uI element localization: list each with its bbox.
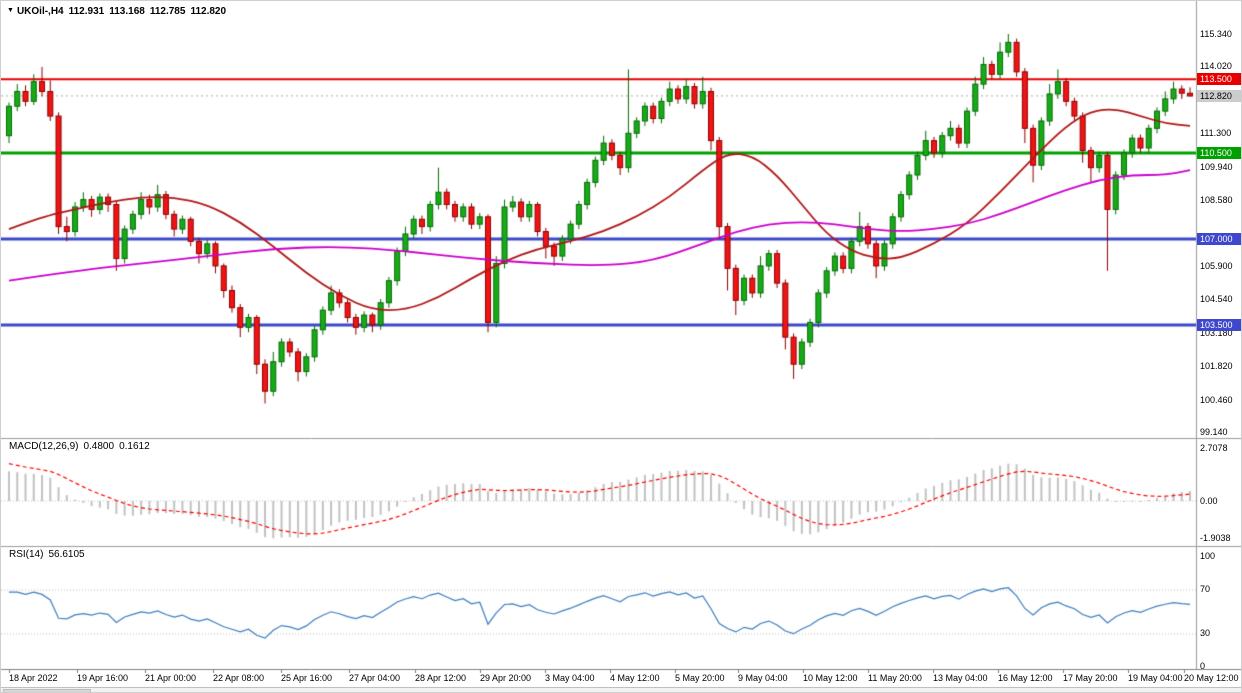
time-axis-label: 20 May 12:00 xyxy=(1184,673,1239,683)
macd-tick-label: 0.00 xyxy=(1200,496,1218,506)
time-axis-label: 19 May 04:00 xyxy=(1128,673,1183,683)
current-price-tag: 112.820 xyxy=(1197,89,1241,102)
price-tick-label: 115.340 xyxy=(1200,29,1232,39)
resistance-price-tag: 113.500 xyxy=(1197,73,1241,86)
time-axis[interactable]: 18 Apr 2022 19 Apr 16:00 21 Apr 00:00 22 Ap… xyxy=(1,669,1241,687)
price-tick-label: 101.820 xyxy=(1200,361,1233,372)
macd-tick-label: -1.9038 xyxy=(1200,533,1231,544)
macd-main-value: 0.4800 xyxy=(83,441,115,452)
price-tick-label: 114.020 xyxy=(1200,61,1232,72)
price-tick-label: 104.540 xyxy=(1200,294,1233,305)
price-tick-label: 109.940 xyxy=(1200,161,1233,172)
support-blue-price-tag: 107.000 xyxy=(1197,232,1241,245)
rsi-tick-label: 100 xyxy=(1200,551,1216,561)
price-tick-label: 105.900 xyxy=(1200,260,1233,271)
macd-scale[interactable]: 2.7078 0.00 -1.9038 xyxy=(1197,438,1241,546)
symbol-timeframe-label: UKOil-,H4 xyxy=(16,6,64,17)
macd-name: MACD(12,26,9) xyxy=(9,441,79,452)
time-axis-label: 25 Apr 16:00 xyxy=(281,673,333,683)
support-blue-price-tag: 103.500 xyxy=(1197,318,1241,331)
macd-signal-value: 0.1612 xyxy=(119,441,150,452)
time-axis-label: 4 May 12:00 xyxy=(610,673,660,683)
rsi-tick-label: 0 xyxy=(1200,661,1206,671)
time-axis-label: 29 Apr 20:00 xyxy=(480,673,532,683)
rsi-indicator-label: RSI(14) 56.6105 xyxy=(9,549,90,560)
price-tick-label: 111.300 xyxy=(1200,128,1232,139)
chart-header: ▼ UKOil-,H4 112.931 113.168 112.785 112.820 xyxy=(7,6,231,17)
open-value: 112.931 xyxy=(68,6,105,17)
time-axis-label: 5 May 20:00 xyxy=(675,673,725,683)
time-axis-label: 3 May 04:00 xyxy=(545,673,595,683)
status-bar xyxy=(1,687,1241,692)
time-axis-label: 28 Apr 12:00 xyxy=(415,673,467,683)
scrollbar-thumb[interactable] xyxy=(3,689,91,692)
time-axis-label: 10 May 12:00 xyxy=(803,673,858,683)
rsi-tick-label: 30 xyxy=(1200,628,1211,638)
dropdown-arrow-icon[interactable]: ▼ xyxy=(7,7,14,14)
rsi-value: 56.6105 xyxy=(48,549,85,560)
time-axis-label: 11 May 20:00 xyxy=(868,673,922,683)
time-axis-label: 22 Apr 08:00 xyxy=(213,673,265,683)
time-axis-label: 27 Apr 04:00 xyxy=(349,673,401,683)
price-tick-label: 108.580 xyxy=(1200,195,1233,206)
time-axis-label: 16 May 12:00 xyxy=(998,673,1053,683)
time-axis-label: 18 Apr 2022 xyxy=(9,673,58,683)
price-tick-label: 99.140 xyxy=(1200,427,1228,437)
rsi-tick-label: 70 xyxy=(1200,584,1211,594)
price-scale[interactable]: 115.340 114.020 111.300 109.940 108.580 105.9… xyxy=(1197,1,1241,438)
close-value: 112.820 xyxy=(190,6,227,17)
time-axis-label: 17 May 20:00 xyxy=(1063,673,1118,683)
price-tick-label: 100.460 xyxy=(1200,394,1233,405)
rsi-scale[interactable]: 100 70 30 0 xyxy=(1197,546,1241,671)
time-axis-label: 13 May 04:00 xyxy=(933,673,988,683)
time-axis-label: 9 May 04:00 xyxy=(738,673,788,683)
time-axis-label: 19 Apr 16:00 xyxy=(77,673,129,683)
macd-indicator-label: MACD(12,26,9) 0.4800 0.1612 xyxy=(9,441,155,452)
support-green-price-tag: 110.500 xyxy=(1197,146,1241,159)
macd-tick-label: 2.7078 xyxy=(1200,443,1228,454)
high-value: 113.168 xyxy=(109,6,145,17)
rsi-name: RSI(14) xyxy=(9,549,44,560)
low-value: 112.785 xyxy=(149,6,186,17)
price-tick-label: 103.180 xyxy=(1200,327,1233,338)
time-axis-label: 21 Apr 00:00 xyxy=(145,673,197,683)
